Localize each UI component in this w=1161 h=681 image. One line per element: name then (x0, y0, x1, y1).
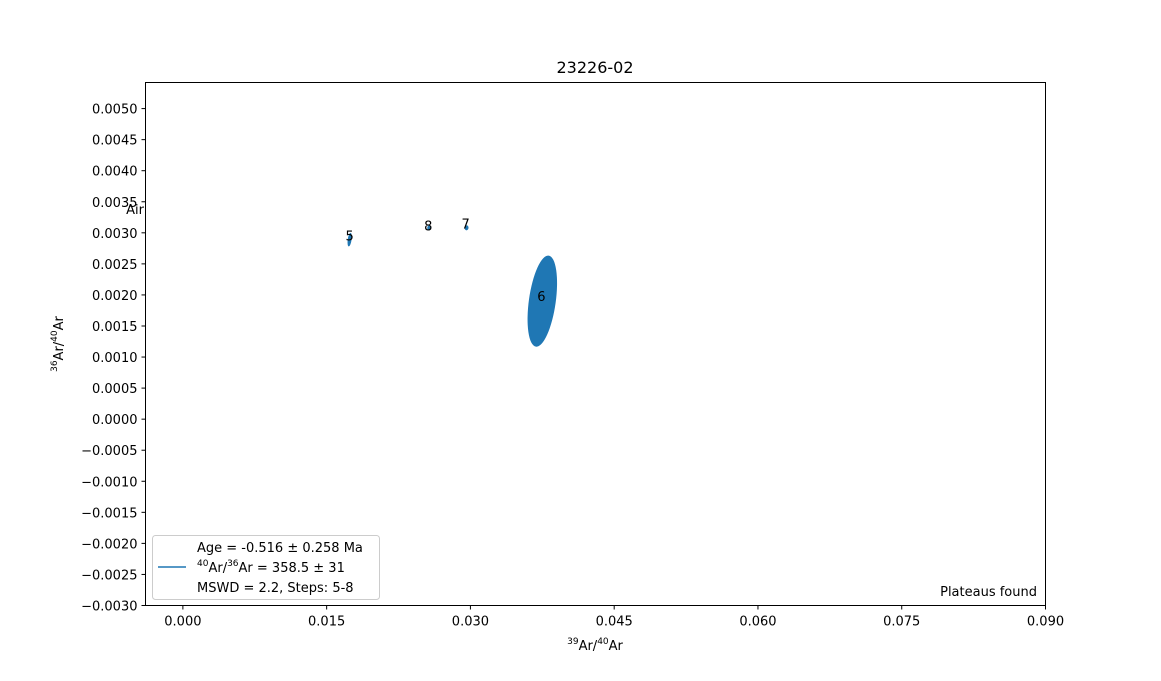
plot-frame (145, 82, 1046, 606)
y-tick-label: 0.0005 (92, 382, 138, 397)
y-tick-label: 0.0040 (92, 165, 138, 180)
y-tick-label: 0.0030 (92, 227, 138, 242)
step-label-8: 8 (424, 219, 432, 234)
legend-mswd: MSWD = 2.2, Steps: 5-8 (197, 581, 354, 596)
step-label-5: 5 (346, 229, 354, 244)
x-tick-label: 0.075 (883, 615, 920, 630)
x-tick-label: 0.000 (164, 615, 201, 630)
x-axis-label-sup2: 40 (597, 637, 609, 647)
y-tick-label: 0.0010 (92, 351, 138, 366)
y-tick-label: 0.0020 (92, 289, 138, 304)
y-axis-label-sup2: 40 (50, 330, 60, 342)
plateaus-annotation: Plateaus found (940, 585, 1037, 600)
x-axis-label: 39Ar/40Ar (567, 637, 623, 654)
x-tick-label: 0.060 (739, 615, 776, 630)
y-axis-label: 36Ar/40Ar (50, 315, 67, 371)
y-tick-label: −0.0020 (81, 537, 137, 552)
y-axis-label-post: Ar (52, 315, 67, 330)
legend-ratio-sup2: 36 (227, 559, 239, 569)
y-tick-label: 0.0050 (92, 103, 138, 118)
x-tick-label: 0.090 (1027, 615, 1064, 630)
y-tick-label: 0.0015 (92, 320, 138, 335)
chart-title: 23226-02 (556, 58, 633, 77)
x-axis-label-sup1: 39 (567, 637, 579, 647)
data-points (347, 225, 558, 347)
step-label-6: 6 (537, 290, 545, 305)
error-ellipse-step-7 (464, 225, 469, 231)
legend: Age = -0.516 ± 0.258 Ma 40Ar/36Ar = 358.… (152, 535, 380, 600)
legend-ratio-post: Ar = 358.5 ± 31 (239, 561, 345, 576)
y-tick-label: −0.0010 (81, 475, 137, 490)
y-tick-label: 0.0035 (92, 196, 138, 211)
y-axis-label-mid: Ar/ (52, 341, 67, 360)
x-tick-label: 0.045 (596, 615, 633, 630)
y-tick-label: −0.0025 (81, 568, 137, 583)
x-tick-label: 0.030 (452, 615, 489, 630)
error-ellipse-step-8 (427, 225, 432, 231)
y-tick-label: −0.0005 (81, 444, 137, 459)
step-label-7: 7 (461, 217, 469, 232)
y-axis-label-sup1: 36 (50, 360, 60, 372)
error-ellipse-step-5 (347, 232, 352, 247)
y-tick-label: 0.0025 (92, 258, 138, 273)
x-tick-label: 0.015 (308, 615, 345, 630)
error-ellipse-step-6 (527, 255, 558, 347)
legend-ratio-mid: Ar/ (208, 561, 227, 576)
air-label: Air (126, 203, 145, 218)
y-tick-label: −0.0030 (81, 600, 137, 615)
x-axis-label-mid: Ar/ (579, 639, 598, 654)
point-labels: 5 6 7 8 (346, 217, 546, 305)
legend-box (152, 535, 380, 600)
legend-age: Age = -0.516 ± 0.258 Ma (197, 541, 363, 556)
y-tick-label: −0.0015 (81, 506, 137, 521)
y-axis: −0.0030 −0.0025 −0.0020 −0.0015 −0.0010 −0.00… (81, 103, 146, 615)
x-axis: 0.000 0.015 0.030 0.045 0.060 0.075 0.090 (164, 605, 1064, 630)
x-axis-label-post: Ar (609, 639, 624, 654)
y-tick-label: 0.0045 (92, 134, 138, 149)
legend-ratio: 40Ar/36Ar = 358.5 ± 31 (197, 559, 345, 576)
y-tick-label: 0.0000 (92, 413, 138, 428)
legend-ratio-sup1: 40 (197, 559, 209, 569)
